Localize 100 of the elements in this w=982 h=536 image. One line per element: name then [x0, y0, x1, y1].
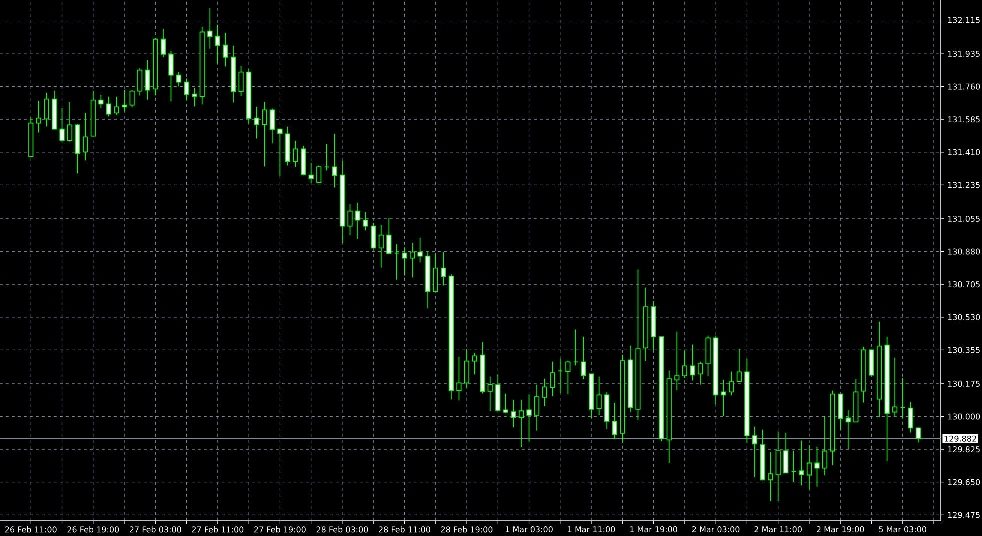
x-tick-label: 28 Feb 19:00 — [441, 526, 493, 533]
y-tick-label: 129.475 — [948, 512, 980, 518]
y-tick-label: 131.760 — [948, 84, 980, 90]
y-tick-label: 132.115 — [948, 17, 980, 24]
candlestick — [503, 393, 508, 414]
y-tick-label: 130.530 — [948, 314, 980, 320]
candlestick — [386, 218, 392, 256]
candlestick — [270, 108, 275, 144]
candlestick — [363, 212, 368, 232]
candlestick — [799, 440, 804, 486]
candlestick — [208, 8, 213, 50]
y-tick-label: 130.000 — [948, 414, 980, 420]
candlestick — [285, 126, 291, 166]
x-tick-label: 27 Feb 19:00 — [254, 526, 306, 533]
candlestick — [884, 336, 890, 462]
x-tick-label: 28 Feb 03:00 — [316, 526, 368, 533]
candlestick — [83, 112, 88, 162]
y-tick-label: 130.705 — [948, 282, 980, 288]
candlestick — [145, 60, 150, 100]
candlestick — [355, 202, 361, 240]
x-tick-label: 26 Feb 19:00 — [68, 526, 120, 533]
candlestick — [230, 45, 236, 104]
candlestick — [822, 416, 828, 476]
candlestick — [418, 237, 423, 264]
x-tick-label: 1 Mar 19:00 — [630, 526, 678, 533]
candlestick — [441, 252, 446, 286]
candlestick — [729, 371, 734, 396]
x-tick-label: 27 Feb 11:00 — [192, 526, 244, 533]
candlestick — [682, 350, 688, 379]
x-tick-label: 26 Feb 11:00 — [5, 526, 57, 533]
candlestick — [36, 100, 42, 134]
candlestick — [768, 452, 774, 502]
candlestick — [628, 345, 634, 413]
candlestick — [651, 301, 656, 352]
y-tick-label: 131.055 — [948, 216, 980, 222]
ref-line-label: 129.882 — [944, 436, 976, 442]
x-tick-label: 1 Mar 11:00 — [568, 526, 616, 533]
candlestick — [480, 342, 486, 394]
candlestick — [846, 410, 851, 450]
candlestick — [643, 287, 649, 362]
candlestick — [496, 374, 501, 412]
candlestick — [534, 384, 540, 432]
candlestick — [262, 102, 268, 168]
candlestick — [200, 26, 205, 106]
y-tick-label: 131.935 — [948, 50, 980, 58]
candlestick — [215, 24, 220, 64]
candlestick — [176, 72, 182, 88]
x-tick-label: 28 Feb 11:00 — [379, 526, 430, 533]
candlestick — [612, 402, 618, 440]
candlestick — [752, 426, 758, 478]
y-tick-label: 131.235 — [948, 182, 980, 188]
candlestick — [301, 146, 306, 176]
y-tick-label: 130.355 — [948, 347, 980, 354]
candlestick — [806, 444, 812, 490]
candlestick — [426, 251, 431, 310]
candlestick — [122, 90, 128, 112]
candlestick — [106, 96, 112, 118]
candlestick — [596, 376, 602, 416]
candlestick — [604, 392, 610, 430]
candlestick — [814, 446, 820, 488]
candlestick — [410, 242, 416, 278]
x-tick-label: 2 Mar 03:00 — [692, 526, 740, 533]
candlestick — [776, 431, 781, 502]
candlestick — [456, 356, 462, 402]
x-tick-label: 27 Feb 03:00 — [130, 526, 182, 533]
candlestick — [892, 357, 898, 417]
candlestick — [68, 102, 73, 142]
candlestick — [223, 32, 228, 68]
candlestick — [861, 346, 867, 404]
candlestick — [332, 134, 338, 188]
candlestick — [246, 68, 252, 124]
candlestick — [378, 224, 384, 268]
candlestick — [518, 399, 524, 448]
candlestick — [526, 394, 532, 442]
candlestick — [138, 68, 143, 96]
candlestick — [908, 402, 914, 434]
candlestick — [254, 106, 260, 140]
candlestick — [488, 376, 493, 412]
candlestick — [636, 269, 641, 421]
candlestick — [308, 162, 314, 184]
x-tick-label: 1 Mar 03:00 — [506, 526, 553, 533]
candlestick — [876, 321, 882, 418]
candlestick — [160, 28, 166, 58]
y-tick-label: 131.410 — [948, 149, 980, 156]
x-tick-label: 5 Mar 03:00 — [879, 526, 926, 533]
y-tick-label: 131.585 — [948, 116, 980, 123]
candlestick — [184, 78, 190, 100]
y-tick-label: 129.825 — [948, 446, 980, 453]
candlestick — [620, 354, 626, 444]
y-tick-label: 130.880 — [948, 248, 980, 255]
x-tick-label: 2 Mar 19:00 — [817, 526, 864, 533]
candlestick — [666, 370, 672, 464]
candlestick — [542, 378, 548, 407]
candlestick — [464, 348, 470, 388]
candlestick — [340, 160, 346, 244]
y-tick-label: 129.650 — [948, 479, 980, 486]
candlestick — [511, 399, 516, 428]
y-tick-label: 130.175 — [948, 380, 980, 387]
x-tick-label: 2 Mar 11:00 — [754, 526, 802, 533]
candlestick — [98, 94, 104, 109]
